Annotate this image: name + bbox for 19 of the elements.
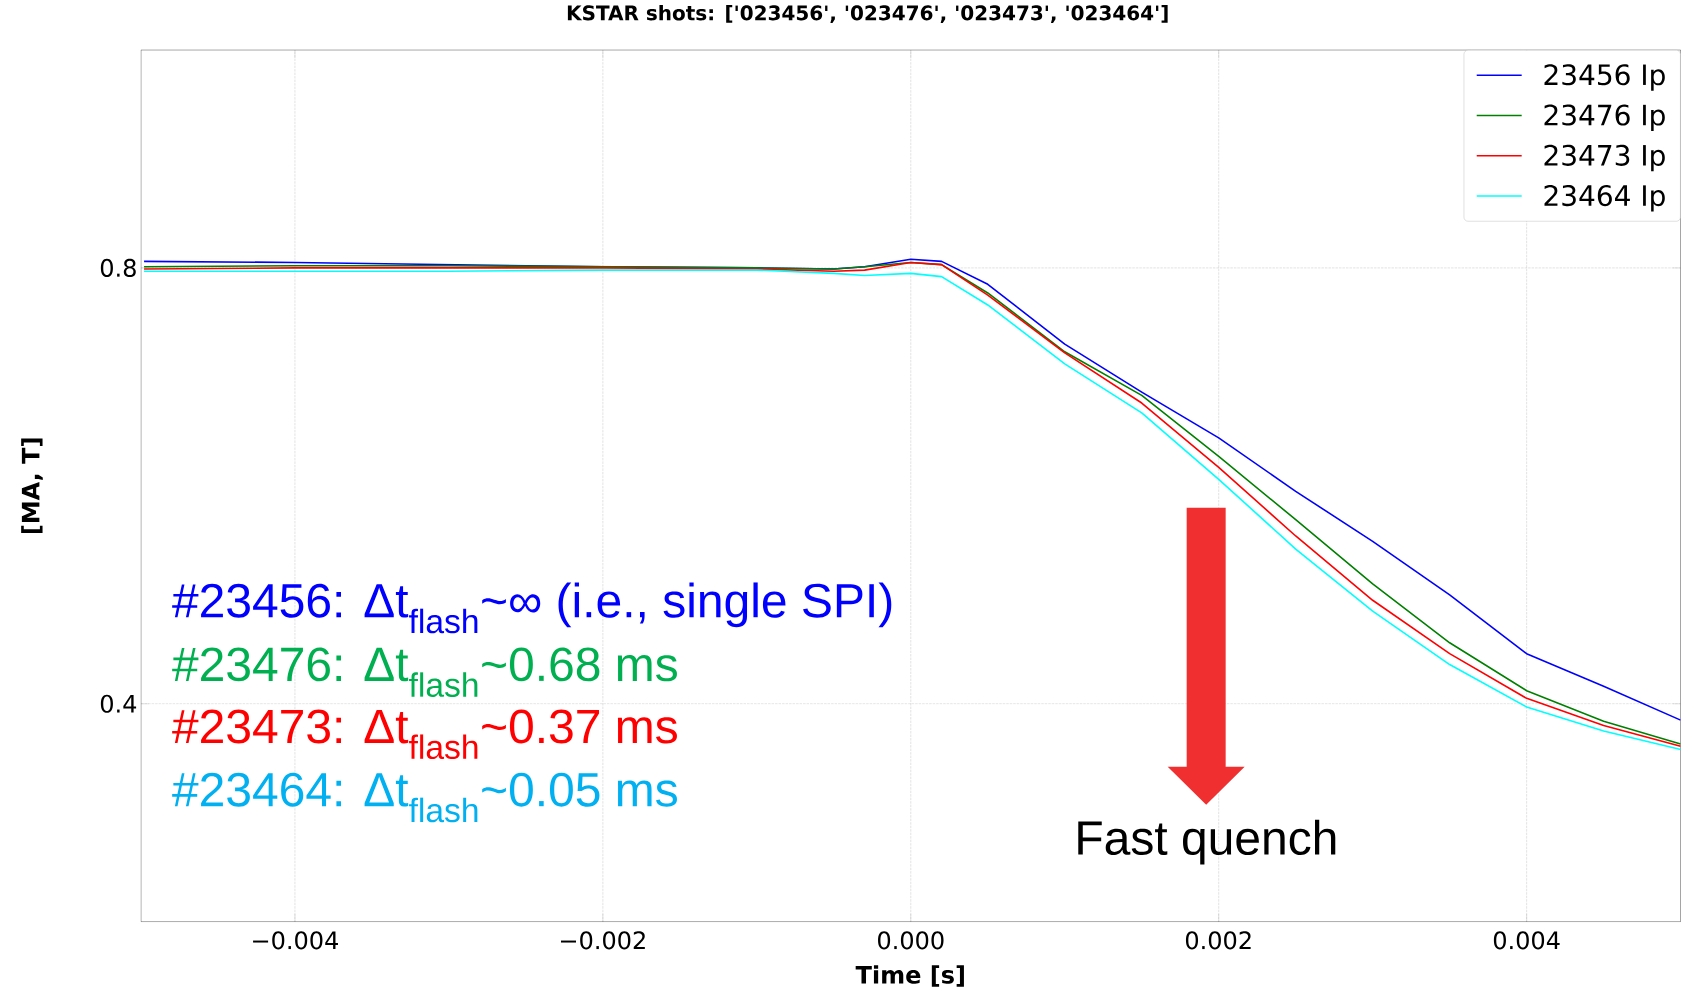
- y-tick-label: 0.8: [100, 258, 136, 278]
- x-tick-label: −0.004: [253, 931, 338, 950]
- x-tick-label: 0.002: [1185, 931, 1251, 950]
- x-axis-title: Time [s]: [855, 965, 964, 987]
- x-tick-label: 0.004: [1493, 931, 1560, 950]
- chart-title: KSTAR shots: ['023456', '023476', '023473', '023464']: [567, 4, 1168, 24]
- annotation: #23456: Δt$_{flash}$~∞ (i.e., single SPI): [172, 582, 892, 634]
- y-tick-label: 0.4: [100, 694, 137, 713]
- legend-label: 23476 Ip: [1544, 104, 1665, 132]
- x-tick-label: −0.002: [561, 931, 645, 950]
- annotation: Fast quench: [1078, 819, 1336, 865]
- legend-label: 23456 Ip: [1544, 64, 1665, 91]
- annotation: #23464: Δt$_{flash}$~0.05 ms: [172, 772, 677, 823]
- annotation: #23476: Δt$_{flash}$~0.68 ms: [172, 647, 677, 698]
- annotation: #23473: Δt$_{flash}$~0.37 ms: [172, 709, 677, 760]
- y-axis-title: [MA, T]: [21, 438, 43, 534]
- legend-label: 23473 Ip: [1544, 144, 1665, 172]
- legend-label: 23464 Ip: [1544, 184, 1665, 212]
- x-tick-label: 0.000: [878, 931, 944, 950]
